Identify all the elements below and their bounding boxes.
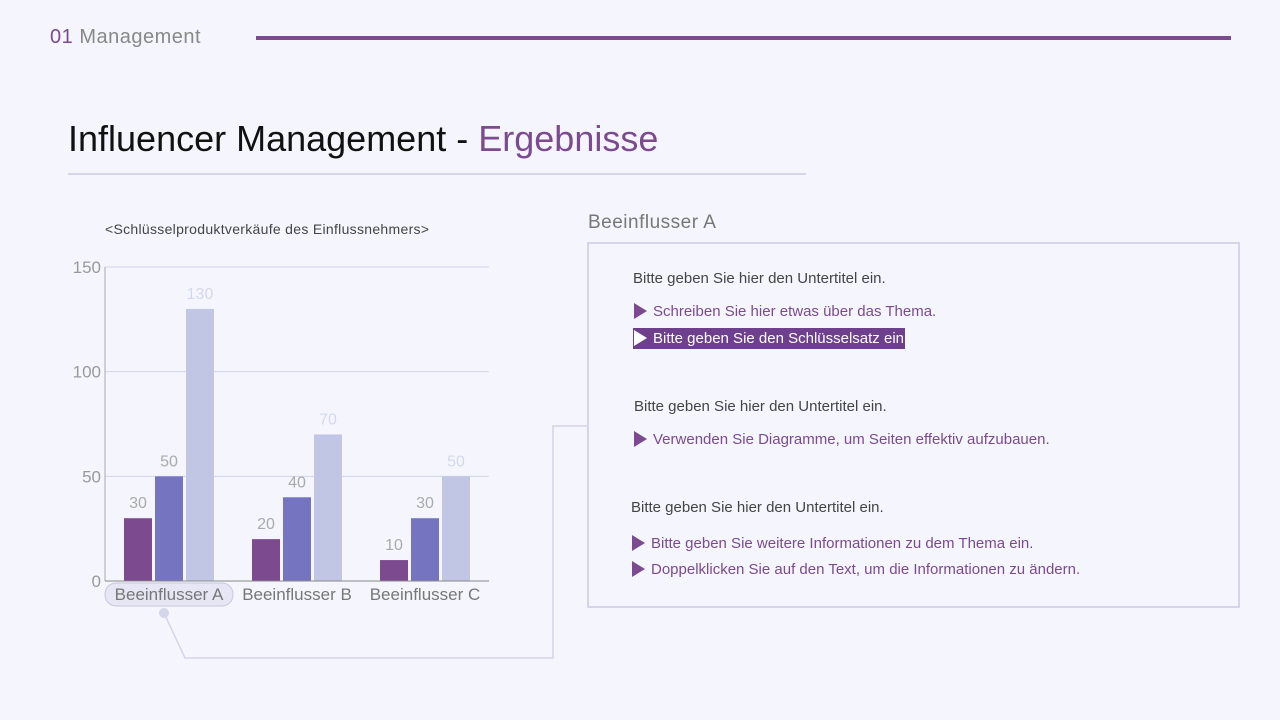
bar <box>186 308 214 581</box>
chart-title: <Schlüsselproduktverkäufe des Einflussne… <box>105 221 430 237</box>
x-tick-label: Beeinflusser B <box>242 585 352 604</box>
data-label: 70 <box>319 411 337 428</box>
bar-chart: 0 50 100 150 30 50 130 Beeinflusser A 20 40 70 Beei… <box>73 258 489 607</box>
title-separator: - <box>456 118 469 159</box>
header-divider <box>256 36 1231 40</box>
section-number: 01 <box>50 26 74 48</box>
x-tick-label: Beeinflusser A <box>115 585 224 604</box>
bar <box>314 434 342 581</box>
triangle-bullet-icon <box>632 535 645 551</box>
bullet-1-2-selected[interactable]: Bitte geben Sie den Schlüsselsatz ein <box>633 328 905 349</box>
bullet-3-2: Doppelklicken Sie auf den Text, um die I… <box>632 561 1080 578</box>
title-main: Influencer Management <box>68 118 447 159</box>
selected-category-highlight <box>104 582 234 607</box>
title-underline <box>68 173 806 175</box>
data-label: 50 <box>447 453 465 470</box>
y-tick-label: 150 <box>73 258 101 277</box>
data-label: 30 <box>416 495 434 512</box>
section-name: Management <box>79 26 202 48</box>
bullet-1-1: Schreiben Sie hier etwas über das Thema. <box>634 303 936 320</box>
title-accent: Ergebnisse <box>478 118 659 159</box>
triangle-bullet-icon <box>634 431 647 447</box>
bar <box>283 497 311 581</box>
data-label: 40 <box>288 474 306 491</box>
subtitle-1: Bitte geben Sie hier den Untertitel ein. <box>633 270 886 287</box>
data-label: 50 <box>160 453 178 470</box>
data-label: 10 <box>385 537 403 554</box>
panel-title: Beeinflusser A <box>588 212 717 233</box>
bar <box>252 539 280 581</box>
subtitle-3: Bitte geben Sie hier den Untertitel ein. <box>631 499 884 516</box>
triangle-bullet-icon <box>632 561 645 577</box>
bar <box>380 560 408 581</box>
triangle-bullet-icon <box>634 330 647 346</box>
data-label: 30 <box>129 495 147 512</box>
page-title: Influencer Management - Ergebnisse <box>68 118 658 160</box>
y-tick-label: 0 <box>92 572 101 591</box>
triangle-bullet-icon <box>634 303 647 319</box>
bullet-2-1: Verwenden Sie Diagramme, um Seiten effek… <box>634 431 1050 448</box>
bar <box>155 476 183 581</box>
section-label: 01 Management <box>50 26 201 49</box>
data-label: 20 <box>257 516 275 533</box>
y-tick-label: 100 <box>73 363 101 382</box>
bar <box>411 518 439 581</box>
y-tick-label: 50 <box>82 467 101 486</box>
x-tick-label: Beeinflusser C <box>370 585 481 604</box>
data-label: 130 <box>187 286 214 303</box>
bar <box>442 476 470 581</box>
subtitle-2: Bitte geben Sie hier den Untertitel ein. <box>634 398 887 415</box>
info-panel <box>587 242 1240 608</box>
bullet-3-1: Bitte geben Sie weitere Informationen zu… <box>632 535 1033 552</box>
bar <box>124 518 152 581</box>
